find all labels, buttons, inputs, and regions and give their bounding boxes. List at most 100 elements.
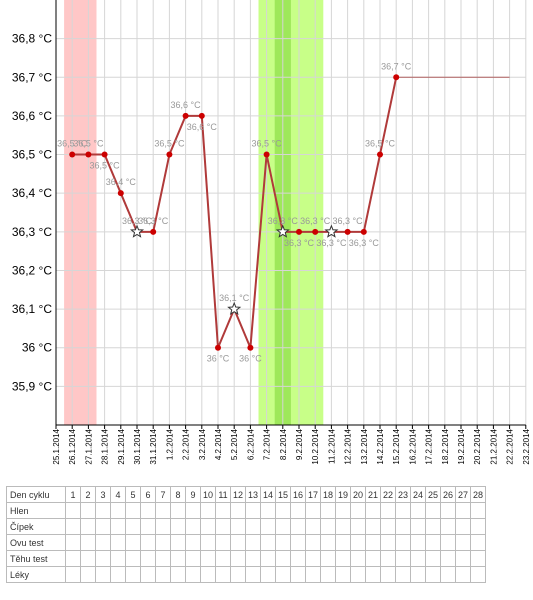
cycle-cell: 4 bbox=[110, 486, 126, 503]
series-markers bbox=[69, 74, 400, 351]
x-tick-label: 21.2.2014 bbox=[489, 428, 498, 464]
data-labels: 36,5 °C36,5 °C36,5 °C36,4 °C36,3 °C36,3 … bbox=[57, 61, 412, 363]
cycle-cell bbox=[170, 534, 186, 551]
cycle-cell bbox=[140, 534, 156, 551]
chart-band-0 bbox=[64, 0, 97, 425]
row-label: Hlen bbox=[6, 502, 66, 519]
x-tick-label: 25.1.2014 bbox=[52, 428, 61, 464]
cycle-cell: 10 bbox=[200, 486, 216, 503]
cycle-cell bbox=[65, 566, 81, 583]
cycle-cell bbox=[245, 566, 261, 583]
data-label: 36,3 °C bbox=[122, 216, 153, 226]
x-tick-label: 18.2.2014 bbox=[441, 428, 450, 464]
data-label: 36,6 °C bbox=[171, 100, 202, 110]
cycle-cell bbox=[425, 550, 441, 567]
cycle-cell bbox=[320, 502, 336, 519]
cycle-cell bbox=[395, 550, 411, 567]
cycle-cell bbox=[200, 518, 216, 535]
data-label: 36,6 °C bbox=[187, 122, 218, 132]
cycle-cell bbox=[155, 502, 171, 519]
cycle-cell bbox=[395, 502, 411, 519]
cycle-cell bbox=[290, 566, 306, 583]
cycle-cell bbox=[215, 550, 231, 567]
data-label: 36,5 °C bbox=[57, 139, 88, 149]
cycle-cell bbox=[80, 534, 96, 551]
data-point-star bbox=[324, 224, 339, 238]
cycle-cell bbox=[110, 534, 126, 551]
data-label: 36,7 °C bbox=[381, 61, 412, 71]
x-tick-label: 10.2.2014 bbox=[311, 428, 320, 464]
data-label: 36,3 °C bbox=[349, 238, 380, 248]
cycle-cell bbox=[215, 566, 231, 583]
cycle-cell bbox=[200, 502, 216, 519]
x-tick-label: 5.2.2014 bbox=[230, 428, 239, 460]
cycle-cell bbox=[65, 534, 81, 551]
cycle-cell bbox=[410, 518, 426, 535]
x-tick-label: 4.2.2014 bbox=[214, 428, 223, 460]
cycle-cell: 25 bbox=[425, 486, 441, 503]
cycle-cell: 13 bbox=[245, 486, 261, 503]
row-label: Ovu test bbox=[6, 534, 66, 551]
cycle-cell bbox=[125, 550, 141, 567]
data-point-star bbox=[227, 301, 242, 316]
x-tick-label: 26.1.2014 bbox=[68, 428, 77, 464]
cycle-cell bbox=[305, 550, 321, 567]
cycle-row: Ovu test bbox=[6, 534, 486, 551]
cycle-cell bbox=[455, 550, 471, 567]
cycle-cell bbox=[245, 518, 261, 535]
cycle-cell bbox=[290, 534, 306, 551]
x-tick-label: 13.2.2014 bbox=[360, 428, 369, 464]
cycle-cell: 23 bbox=[395, 486, 411, 503]
x-tick-label: 16.2.2014 bbox=[408, 428, 417, 464]
cycle-cell bbox=[155, 518, 171, 535]
cycle-cell bbox=[410, 502, 426, 519]
data-label: 36,3 °C bbox=[333, 216, 364, 226]
cycle-cell bbox=[380, 518, 396, 535]
cycle-cell bbox=[470, 502, 486, 519]
cycle-cell bbox=[305, 518, 321, 535]
cycle-cell bbox=[350, 534, 366, 551]
cycle-cell bbox=[260, 534, 276, 551]
cycle-row: Čípek bbox=[6, 518, 486, 535]
cycle-cell bbox=[440, 518, 456, 535]
cycle-cell bbox=[245, 502, 261, 519]
cycle-cell: 15 bbox=[275, 486, 291, 503]
data-label: 36,3 °C bbox=[300, 216, 331, 226]
cycle-cell bbox=[230, 502, 246, 519]
x-tick-label: 17.2.2014 bbox=[425, 428, 434, 464]
x-tick-label: 15.2.2014 bbox=[392, 428, 401, 464]
cycle-cell bbox=[320, 518, 336, 535]
cycle-cell bbox=[290, 550, 306, 567]
cycle-cell bbox=[185, 566, 201, 583]
cycle-cell bbox=[230, 566, 246, 583]
y-axis-labels: 35,9 °C 36 °C 36,1 °C 36,2 °C 36,3 °C 36,4 °C… bbox=[12, 32, 52, 394]
y-tick-label: 36,7 °C bbox=[12, 70, 52, 84]
data-label: 36,4 °C bbox=[106, 177, 137, 187]
cycle-cell: 14 bbox=[260, 486, 276, 503]
cycle-cell: 27 bbox=[455, 486, 471, 503]
x-tick-label: 9.2.2014 bbox=[295, 428, 304, 460]
cycle-cell bbox=[470, 550, 486, 567]
x-tick-label: 19.2.2014 bbox=[457, 428, 466, 464]
row-label: Čípek bbox=[6, 518, 66, 535]
cycle-cell: 24 bbox=[410, 486, 426, 503]
cycle-cell bbox=[455, 502, 471, 519]
x-axis-labels: 25.1.2014 26.1.2014 27.1.2014 28.1.2014 29.1… bbox=[52, 428, 531, 464]
x-tick-label: 30.1.2014 bbox=[133, 428, 142, 464]
cycle-cell: 16 bbox=[290, 486, 306, 503]
data-point bbox=[263, 151, 270, 158]
cycle-cell bbox=[440, 550, 456, 567]
cycle-cell bbox=[275, 518, 291, 535]
x-tick-label: 3.2.2014 bbox=[198, 428, 207, 460]
cycle-cell bbox=[470, 518, 486, 535]
x-tick-label: 28.1.2014 bbox=[101, 428, 110, 464]
data-point bbox=[150, 228, 157, 235]
cycle-row: Těhu test bbox=[6, 550, 486, 567]
cycle-cell bbox=[275, 550, 291, 567]
cycle-cell bbox=[425, 502, 441, 519]
cycle-cell bbox=[155, 534, 171, 551]
cycle-cell bbox=[305, 566, 321, 583]
data-point bbox=[198, 112, 205, 119]
data-point bbox=[85, 151, 92, 158]
cycle-cell: 19 bbox=[335, 486, 351, 503]
